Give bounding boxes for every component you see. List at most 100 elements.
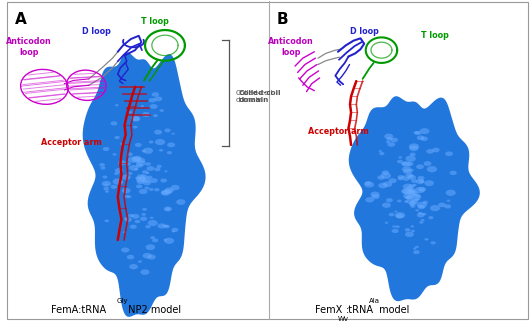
Circle shape	[407, 195, 414, 199]
Circle shape	[103, 187, 109, 190]
Circle shape	[411, 179, 418, 183]
Circle shape	[99, 163, 105, 167]
Circle shape	[409, 145, 419, 151]
Circle shape	[365, 181, 371, 185]
Circle shape	[145, 187, 149, 189]
Circle shape	[378, 150, 382, 152]
Circle shape	[411, 225, 414, 227]
Circle shape	[413, 247, 417, 249]
Text: Ala: Ala	[369, 298, 380, 304]
Circle shape	[407, 162, 413, 166]
Circle shape	[143, 148, 153, 154]
Circle shape	[154, 188, 160, 191]
Circle shape	[164, 206, 172, 212]
Circle shape	[449, 171, 457, 175]
Circle shape	[422, 213, 426, 215]
Circle shape	[146, 244, 155, 250]
Circle shape	[149, 104, 157, 109]
Circle shape	[160, 178, 167, 182]
Circle shape	[386, 198, 393, 203]
Circle shape	[395, 225, 400, 228]
Circle shape	[412, 184, 417, 186]
Circle shape	[167, 151, 172, 154]
Text: Anticodon
loop: Anticodon loop	[268, 37, 314, 57]
Circle shape	[103, 147, 109, 151]
Circle shape	[110, 121, 118, 125]
Circle shape	[397, 200, 402, 202]
Text: Gly: Gly	[117, 298, 128, 304]
Circle shape	[403, 177, 409, 181]
Circle shape	[127, 172, 132, 175]
Circle shape	[410, 192, 413, 194]
Circle shape	[427, 166, 437, 172]
Circle shape	[382, 170, 389, 175]
Circle shape	[130, 224, 137, 229]
Circle shape	[410, 203, 414, 206]
Circle shape	[149, 188, 154, 191]
Circle shape	[422, 201, 428, 204]
Circle shape	[411, 169, 414, 171]
Circle shape	[402, 175, 405, 178]
Circle shape	[150, 178, 158, 183]
Circle shape	[426, 149, 434, 154]
Circle shape	[152, 238, 158, 242]
Circle shape	[381, 172, 391, 179]
Text: Acceptor arm: Acceptor arm	[308, 127, 369, 136]
Text: Coiled-coil
domain: Coiled-coil domain	[238, 90, 281, 103]
Circle shape	[147, 176, 153, 179]
Circle shape	[138, 177, 146, 181]
Text: Wv: Wv	[338, 316, 348, 322]
Circle shape	[403, 188, 413, 194]
Circle shape	[396, 214, 403, 218]
Circle shape	[405, 173, 413, 179]
Circle shape	[398, 177, 404, 180]
Circle shape	[126, 162, 131, 166]
Circle shape	[430, 205, 440, 211]
Circle shape	[136, 177, 146, 182]
Circle shape	[140, 174, 148, 179]
Circle shape	[142, 150, 146, 152]
Circle shape	[146, 166, 154, 171]
Circle shape	[391, 138, 398, 142]
Circle shape	[164, 239, 167, 241]
Circle shape	[407, 189, 416, 195]
Circle shape	[418, 176, 425, 180]
Circle shape	[415, 131, 421, 135]
Circle shape	[408, 190, 415, 194]
Circle shape	[113, 178, 123, 185]
Circle shape	[145, 162, 151, 166]
Circle shape	[145, 172, 149, 174]
Circle shape	[161, 190, 169, 195]
Circle shape	[160, 109, 164, 112]
Circle shape	[388, 178, 397, 183]
Circle shape	[419, 180, 425, 183]
Circle shape	[110, 185, 117, 189]
Circle shape	[164, 238, 174, 244]
Circle shape	[161, 190, 170, 196]
Circle shape	[415, 246, 419, 248]
Circle shape	[410, 152, 416, 156]
Circle shape	[147, 255, 156, 260]
Circle shape	[157, 224, 166, 229]
Circle shape	[134, 168, 138, 171]
Circle shape	[403, 183, 413, 190]
Polygon shape	[83, 52, 206, 317]
Circle shape	[172, 133, 175, 135]
Circle shape	[120, 143, 125, 145]
Circle shape	[411, 200, 418, 204]
Circle shape	[136, 163, 143, 168]
Circle shape	[425, 180, 434, 186]
Circle shape	[407, 195, 410, 197]
Circle shape	[164, 187, 174, 193]
Circle shape	[416, 179, 425, 184]
Circle shape	[127, 152, 133, 156]
Circle shape	[408, 188, 415, 192]
Text: A: A	[14, 12, 26, 27]
Circle shape	[152, 92, 159, 97]
Text: Coiled-coil
domain: Coiled-coil domain	[236, 90, 273, 103]
Circle shape	[388, 213, 395, 216]
Circle shape	[104, 183, 108, 185]
Circle shape	[438, 203, 446, 207]
Circle shape	[124, 217, 128, 219]
Circle shape	[137, 174, 145, 180]
